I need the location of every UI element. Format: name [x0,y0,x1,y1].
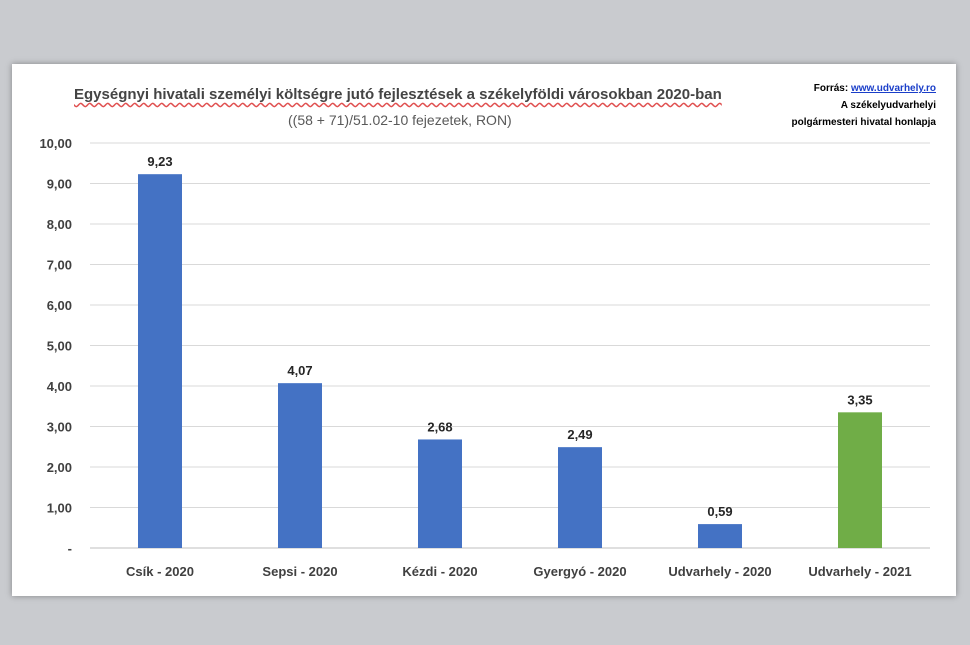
chart-title-text: Egységnyi hivatali személyi költségre ju… [74,86,722,103]
source-line-2: A székelyudvarhelyi [840,100,936,111]
source-link[interactable]: www.udvarhely.ro [850,83,936,94]
bar [698,524,742,548]
y-tick-label: 2,00 [47,460,72,475]
data-label: 3,35 [847,392,872,407]
source-line-1: Forrás: www.udvarhely.ro [746,80,936,97]
bar-chart: - 1,00 2,00 3,00 4,00 5,00 6,00 7,00 8,00 9,00 10,… [39,136,930,579]
chart-subtitle: ((58 + 71)/51.02-10 fejezetek, RON) [288,112,512,128]
category-label: Sepsi - 2020 [262,564,337,579]
y-tick-label: 4,00 [47,379,72,394]
data-label: 4,07 [287,363,312,378]
y-tick-label: 5,00 [47,339,72,354]
bar [278,383,322,548]
category-label: Udvarhely - 2020 [668,564,771,579]
category-label: Csík - 2020 [126,564,194,579]
data-label: 2,68 [427,419,452,434]
bar [838,412,882,548]
y-tick-label: 3,00 [47,420,72,435]
category-label: Gyergyó - 2020 [533,564,626,579]
y-tick-label: 7,00 [47,258,72,273]
data-label: 0,59 [707,504,732,519]
data-label: 2,49 [567,427,592,442]
bar [418,439,462,548]
y-tick-label: 6,00 [47,298,72,313]
category-label: Kézdi - 2020 [402,564,477,579]
source-note: Forrás: www.udvarhely.ro A székelyudvarh… [746,80,936,131]
chart-title: Egységnyi hivatali személyi költségre ju… [74,86,722,103]
bar [138,174,182,548]
y-tick-label: 10,00 [39,136,72,151]
bar [558,447,602,548]
source-prefix: Forrás: [813,83,851,94]
chart-card: - 1,00 2,00 3,00 4,00 5,00 6,00 7,00 8,00 9,00 10,… [12,64,956,596]
y-tick-label: 9,00 [47,177,72,192]
data-label: 9,23 [147,154,172,169]
y-tick-label: 8,00 [47,217,72,232]
y-tick-label: 1,00 [47,501,72,516]
source-line-3: polgármesteri hivatal honlapja [791,117,936,128]
y-tick-label: - [68,541,72,556]
category-label: Udvarhely - 2021 [808,564,911,579]
